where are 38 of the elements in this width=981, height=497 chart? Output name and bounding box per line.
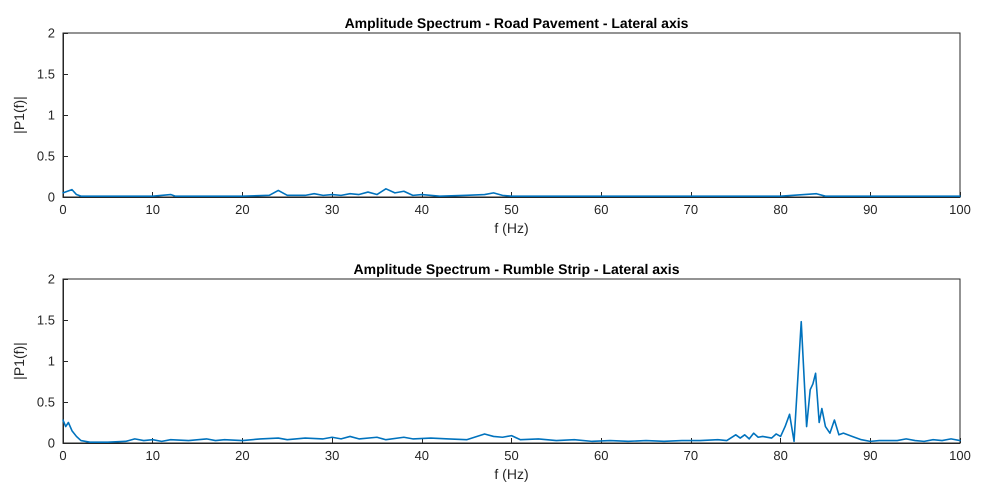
x-tick-label: 60 — [594, 448, 608, 463]
x-axis-title: f (Hz) — [494, 220, 529, 236]
x-tick-label: 90 — [863, 448, 878, 463]
x-tick-label: 0 — [59, 448, 67, 463]
y-tick-label: 0 — [48, 190, 55, 204]
chart-title: Amplitude Spectrum - Road Pavement - Lateral axis — [344, 15, 689, 31]
x-tick-label: 100 — [949, 202, 971, 217]
y-tick-label: 0 — [48, 436, 55, 450]
y-tick-label: 1.5 — [36, 312, 55, 328]
x-tick-label: 40 — [414, 448, 430, 463]
y-axis-title: |P1(f)| — [11, 342, 28, 380]
y-tick-label: 2 — [48, 272, 55, 286]
x-tick-label: 70 — [684, 448, 698, 463]
y-axis-title: |P1(f)| — [11, 96, 28, 134]
x-tick-label: 30 — [324, 448, 340, 463]
x-tick-label: 0 — [59, 202, 67, 217]
x-tick-label: 50 — [504, 448, 519, 463]
y-tick-label: 1.5 — [36, 66, 55, 82]
y-tick-label: 0.5 — [36, 394, 55, 410]
x-tick-label: 10 — [145, 448, 160, 463]
x-tick-label: 30 — [324, 202, 340, 217]
y-tick-label: 1 — [48, 108, 55, 122]
chart-title: Amplitude Spectrum - Rumble Strip - Lateral axis — [354, 261, 680, 277]
x-axis-title: f (Hz) — [494, 466, 529, 482]
x-tick-label: 100 — [949, 448, 971, 463]
x-tick-label: 50 — [504, 202, 519, 217]
x-tick-label: 10 — [145, 202, 160, 217]
x-tick-label: 60 — [594, 202, 608, 217]
y-tick-label: 2 — [48, 26, 55, 40]
x-tick-label: 20 — [235, 448, 250, 463]
x-tick-label: 90 — [863, 202, 878, 217]
x-tick-label: 80 — [773, 448, 788, 463]
x-tick-label: 20 — [235, 202, 250, 217]
x-tick-label: 70 — [684, 202, 698, 217]
x-tick-label: 80 — [773, 202, 788, 217]
x-tick-label: 40 — [414, 202, 430, 217]
y-tick-label: 1 — [48, 354, 55, 368]
y-tick-label: 0.5 — [36, 148, 55, 164]
